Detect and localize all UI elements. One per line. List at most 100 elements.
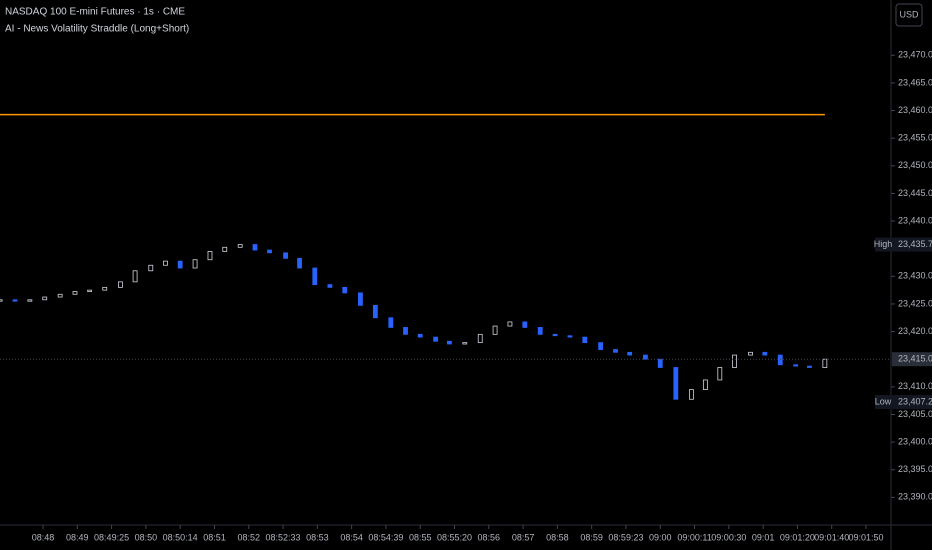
y-tick-label: 23,470.00 xyxy=(898,50,932,60)
y-tick-label: 23,395.00 xyxy=(898,464,932,474)
chart-title: NASDAQ 100 E-mini Futures · 1s · CME xyxy=(5,7,185,18)
x-tick-label: 09:01:50 xyxy=(848,532,883,542)
candle-body xyxy=(807,365,812,368)
candle-body xyxy=(717,367,723,381)
candle-body xyxy=(237,244,243,248)
currency-label[interactable]: USD xyxy=(899,9,919,19)
candle-body xyxy=(433,336,439,342)
x-tick-label: 08:50:14 xyxy=(163,532,198,542)
y-tick-label: 23,410.00 xyxy=(898,381,932,391)
candle-body xyxy=(57,293,63,298)
candle-body xyxy=(283,252,288,259)
candle-body xyxy=(72,291,78,295)
candle-body xyxy=(507,321,513,327)
candle-body xyxy=(403,327,408,335)
candle-body xyxy=(643,354,648,360)
candle-body xyxy=(462,342,468,345)
price-label-name-box xyxy=(875,237,891,252)
y-tick-label: 23,400.00 xyxy=(898,436,932,446)
price-label: 23,415.00 xyxy=(898,354,932,364)
candle-body xyxy=(417,333,423,338)
candle-body xyxy=(689,389,694,400)
candle-body xyxy=(748,351,753,356)
x-tick-label: 08:54 xyxy=(340,532,363,542)
x-tick-label: 08:58 xyxy=(546,532,569,542)
candle-body xyxy=(613,349,618,353)
x-tick-label: 08:54:39 xyxy=(368,532,403,542)
candle-body xyxy=(777,354,783,366)
x-tick-label: 08:52:33 xyxy=(266,532,301,542)
x-tick-label: 08:55 xyxy=(409,532,432,542)
y-tick-label: 23,460.00 xyxy=(898,105,932,115)
x-tick-label: 08:55:20 xyxy=(437,532,472,542)
candle-body xyxy=(552,333,558,337)
y-tick-label: 23,420.00 xyxy=(898,326,932,336)
candle-body xyxy=(192,259,198,269)
candle-body xyxy=(627,351,633,356)
candle-body xyxy=(267,249,272,254)
candle-body xyxy=(222,246,228,252)
x-tick-label: 09:01 xyxy=(752,532,775,542)
price-label: 23,435.75 xyxy=(898,239,932,249)
candle-body xyxy=(102,286,108,291)
candle-body xyxy=(657,358,663,368)
x-tick-label: 08:49:25 xyxy=(94,532,129,542)
candle-body xyxy=(762,351,768,356)
x-tick-label: 09:01:20 xyxy=(780,532,815,542)
candle-body xyxy=(312,267,318,286)
candle-body xyxy=(252,244,258,251)
candle-body xyxy=(537,327,543,335)
price-label-box xyxy=(892,395,932,410)
price-label-name: High xyxy=(874,239,893,249)
candle-body xyxy=(327,284,333,288)
candle-body xyxy=(207,251,213,261)
candle-body xyxy=(132,270,138,283)
candle-body xyxy=(522,321,528,328)
candle-body xyxy=(42,296,48,301)
y-tick-label: 23,430.00 xyxy=(898,271,932,281)
x-tick-label: 08:53 xyxy=(306,532,329,542)
y-tick-label: 23,405.00 xyxy=(898,409,932,419)
x-tick-label: 09:00 xyxy=(649,532,672,542)
candle-body xyxy=(388,317,394,328)
x-tick-label: 08:56 xyxy=(478,532,501,542)
candle-body xyxy=(702,379,708,391)
x-tick-label: 09:01:40 xyxy=(814,532,849,542)
x-tick-label: 08:52 xyxy=(237,532,260,542)
y-tick-label: 23,445.00 xyxy=(898,188,932,198)
x-tick-label: 08:51 xyxy=(203,532,226,542)
x-tick-label: 08:48 xyxy=(32,532,55,542)
candle-body xyxy=(148,264,154,272)
candle-body xyxy=(732,354,737,368)
candle-body xyxy=(582,336,588,344)
candle-body xyxy=(492,325,498,335)
price-label-box xyxy=(892,352,932,367)
price-label-name: Low xyxy=(875,396,892,406)
price-label-name-box xyxy=(875,395,891,410)
candle-body xyxy=(297,257,302,269)
x-tick-label: 08:59:23 xyxy=(608,532,643,542)
candle-body xyxy=(673,367,679,400)
candle-body xyxy=(342,286,348,294)
candle-body xyxy=(177,260,183,269)
candle-body xyxy=(87,289,93,292)
y-tick-label: 23,425.00 xyxy=(898,298,932,308)
candle-body xyxy=(793,364,799,367)
x-tick-label: 08:50 xyxy=(135,532,158,542)
y-tick-label: 23,390.00 xyxy=(898,492,932,502)
x-tick-label: 08:57 xyxy=(512,532,535,542)
candle-body xyxy=(163,260,168,266)
candle-body xyxy=(27,299,33,302)
indicator-name: AI - News Volatility Straddle (Long+Shor… xyxy=(5,24,189,35)
currency-button[interactable] xyxy=(895,3,923,27)
candle-body xyxy=(12,299,18,302)
x-tick-label: 08:49 xyxy=(66,532,89,542)
candle-body xyxy=(822,358,828,368)
x-tick-label: 09:00:30 xyxy=(711,532,746,542)
price-label: 23,407.25 xyxy=(898,396,932,406)
y-tick-label: 23,465.00 xyxy=(898,77,932,87)
x-tick-label: 09:00:11 xyxy=(677,532,711,542)
